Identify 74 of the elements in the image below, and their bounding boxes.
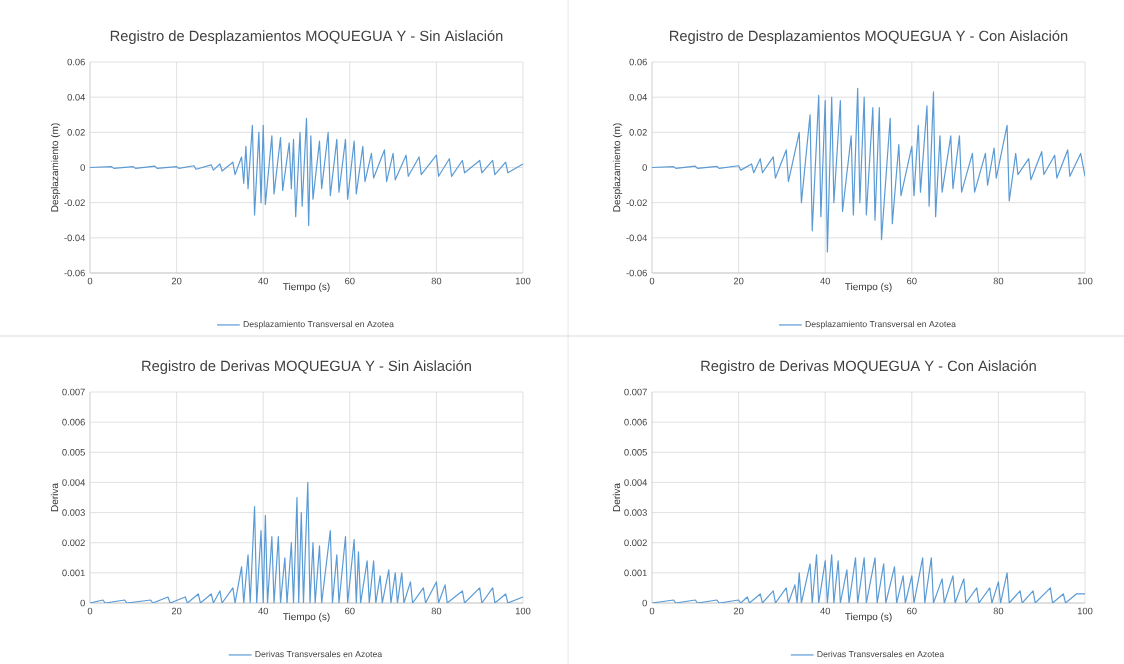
y-tick-label: -0.04 <box>626 234 648 242</box>
chart-title: Registro de Derivas MOQUEGUA Y - Con Aislación <box>701 360 1036 374</box>
y-tick-label: 0.004 <box>624 479 648 486</box>
y-tick-label: -0.06 <box>626 269 647 277</box>
x-tick-label: 60 <box>345 607 355 615</box>
y-axis-title: Deriva <box>50 483 59 512</box>
x-tick-label: 40 <box>820 607 831 615</box>
y-tick-label: -0.06 <box>64 269 85 277</box>
y-tick-label: -0.02 <box>64 199 85 206</box>
x-tick-label: 40 <box>258 607 269 615</box>
y-tick-label: 0.04 <box>629 93 648 101</box>
x-tick-label: 20 <box>733 277 744 285</box>
x-tick-label: 80 <box>993 277 1004 285</box>
chart-title: Registro de Derivas MOQUEGUA Y - Sin Aislación <box>142 360 471 374</box>
x-tick-label: 20 <box>171 277 182 285</box>
x-axis-title: Tiempo (s) <box>283 612 330 623</box>
x-tick-label: 80 <box>431 607 442 615</box>
y-tick-label: 0.007 <box>62 388 85 396</box>
x-axis-title: Tiempo (s) <box>283 282 330 293</box>
y-tick-label: 0.005 <box>62 449 85 456</box>
y-tick-label: 0.005 <box>624 449 647 456</box>
y-tick-label: 0 <box>642 164 647 171</box>
x-tick-label: 100 <box>1077 277 1093 285</box>
y-tick-label: 0.06 <box>67 58 85 66</box>
y-tick-label: 0.003 <box>624 509 647 516</box>
y-tick-label: 0.007 <box>624 388 647 396</box>
legend-label: Desplazamiento Transversal en Azotea <box>243 320 394 329</box>
y-tick-label: 0.02 <box>67 129 85 136</box>
y-tick-label: -0.04 <box>64 234 86 242</box>
y-tick-label: 0 <box>642 599 647 607</box>
x-tick-label: 0 <box>87 277 93 285</box>
y-axis-title: Desplazamiento (m) <box>612 123 623 212</box>
x-tick-label: 80 <box>993 607 1004 615</box>
y-tick-label: 0.006 <box>62 418 85 426</box>
x-tick-label: 20 <box>171 607 182 615</box>
y-tick-label: 0.06 <box>629 58 647 66</box>
line-series <box>652 554 1086 603</box>
x-tick-label: 80 <box>431 277 442 285</box>
y-tick-label: 0.003 <box>62 509 85 516</box>
x-tick-label: 0 <box>649 277 655 285</box>
legend-label: Derivas Transversales en Azotea <box>255 650 383 658</box>
y-tick-label: 0.001 <box>624 569 647 577</box>
x-tick-label: 60 <box>907 277 917 285</box>
chart-title: Registro de Desplazamientos MOQUEGUA Y - Sin Aislación <box>110 30 503 44</box>
line-series <box>90 117 524 227</box>
y-tick-label: 0.002 <box>62 539 85 547</box>
x-tick-label: 100 <box>515 277 531 285</box>
x-tick-label: 0 <box>649 607 655 615</box>
x-tick-label: 0 <box>87 607 93 615</box>
y-tick-label: 0 <box>80 599 85 607</box>
x-axis-title: Tiempo (s) <box>845 282 892 293</box>
line-series <box>652 87 1086 253</box>
line-series <box>90 481 524 603</box>
y-tick-label: 0.001 <box>62 569 85 577</box>
y-tick-label: 0.006 <box>624 418 647 426</box>
legend-label: Desplazamiento Transversal en Azotea <box>805 320 956 329</box>
x-tick-label: 100 <box>515 607 531 615</box>
y-tick-label: 0.002 <box>624 539 647 547</box>
x-axis-title: Tiempo (s) <box>845 612 892 623</box>
x-tick-label: 60 <box>345 277 355 285</box>
x-tick-label: 20 <box>733 607 744 615</box>
y-tick-label: 0.004 <box>62 479 86 486</box>
y-axis-title: Desplazamiento (m) <box>50 123 61 212</box>
x-tick-label: 60 <box>907 607 917 615</box>
y-tick-label: 0.04 <box>67 93 86 101</box>
y-tick-label: 0.02 <box>629 129 647 136</box>
legend-label: Derivas Transversales en Azotea <box>817 650 945 658</box>
x-tick-label: 100 <box>1077 607 1093 615</box>
y-tick-label: 0 <box>80 164 85 171</box>
x-tick-label: 40 <box>258 277 269 285</box>
y-axis-title: Deriva <box>612 483 621 512</box>
x-tick-label: 40 <box>820 277 831 285</box>
chart-title: Registro de Desplazamientos MOQUEGUA Y - Con Aislación <box>670 30 1068 44</box>
y-tick-label: -0.02 <box>626 199 647 206</box>
